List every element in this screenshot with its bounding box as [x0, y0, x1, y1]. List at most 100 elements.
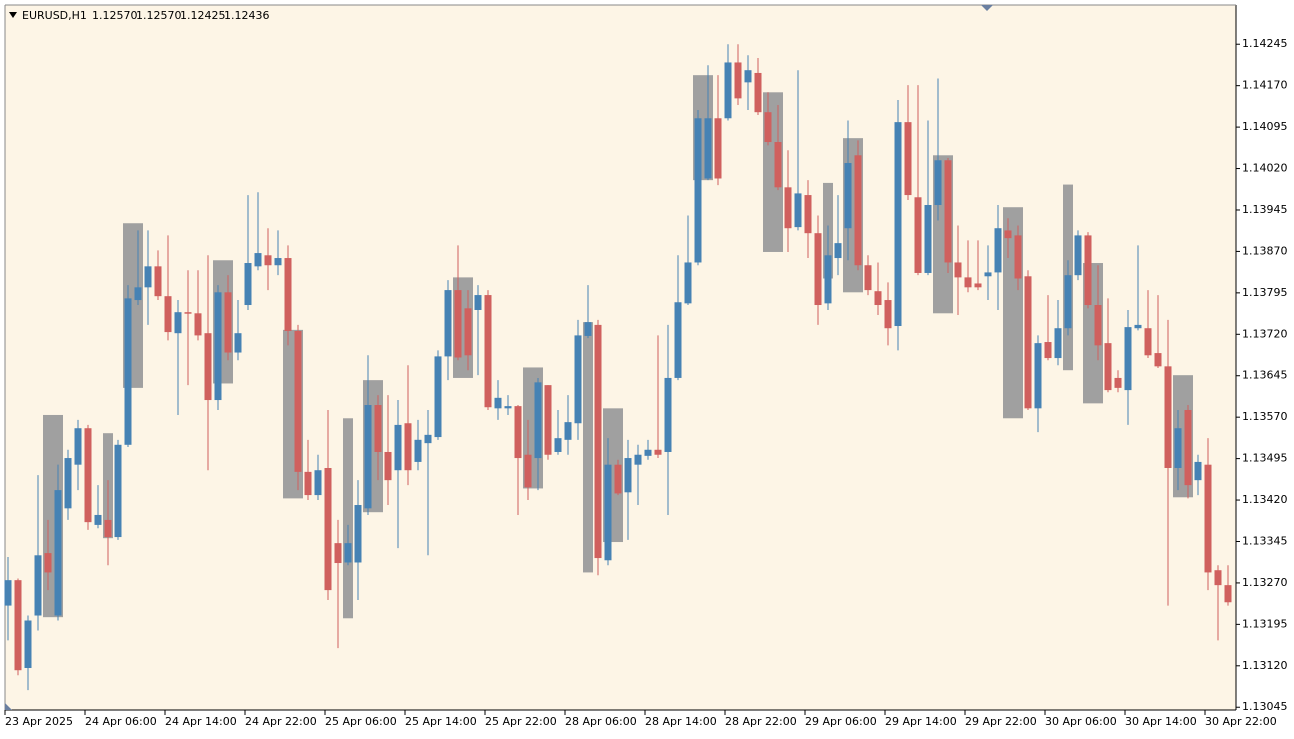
- symbol-label: EURUSD,H1: [22, 9, 87, 22]
- y-tick-label: 1.13195: [1242, 617, 1288, 630]
- candle-body: [634, 454, 642, 465]
- candle-body: [394, 424, 402, 471]
- candle-body: [1184, 409, 1192, 486]
- candle-body: [244, 263, 252, 306]
- x-tick-label: 28 Apr 22:00: [725, 715, 797, 728]
- candle-body: [704, 118, 712, 179]
- candle-body: [1194, 461, 1202, 481]
- candle-body: [894, 122, 902, 327]
- y-tick-label: 1.14095: [1242, 120, 1288, 133]
- y-tick-label: 1.13645: [1242, 369, 1288, 382]
- candle-body: [554, 438, 562, 452]
- candle-body: [604, 464, 612, 561]
- candle-body: [414, 439, 422, 462]
- y-tick-label: 1.13420: [1242, 493, 1288, 506]
- candle-body: [824, 255, 832, 304]
- x-tick-label: 30 Apr 14:00: [1125, 715, 1197, 728]
- candle-body: [464, 308, 472, 356]
- x-tick-label: 28 Apr 14:00: [645, 715, 717, 728]
- candle-body: [754, 72, 762, 113]
- header-value: 1.12425: [180, 9, 226, 22]
- candle-body: [94, 514, 102, 525]
- candle-body: [1044, 342, 1052, 359]
- x-tick-label: 29 Apr 06:00: [805, 715, 877, 728]
- candle-body: [1074, 235, 1082, 276]
- x-tick-label: 30 Apr 06:00: [1045, 715, 1117, 728]
- candle-body: [1064, 275, 1072, 329]
- y-tick-label: 1.13795: [1242, 286, 1288, 299]
- candle-body: [684, 262, 692, 304]
- candle-body: [454, 290, 462, 358]
- candle-body: [614, 464, 622, 494]
- candle-body: [654, 449, 662, 455]
- candle-body: [474, 295, 482, 310]
- candle-body: [1224, 585, 1232, 603]
- candle-body: [714, 118, 722, 179]
- candle-body: [444, 290, 452, 357]
- candle-body: [1004, 230, 1012, 239]
- candle-body: [294, 330, 302, 472]
- candle-body: [984, 272, 992, 277]
- x-tick-label: 24 Apr 14:00: [165, 715, 237, 728]
- x-tick-label: 29 Apr 22:00: [965, 715, 1037, 728]
- candle-body: [374, 405, 382, 452]
- candle-body: [74, 428, 82, 465]
- candle-body: [1104, 343, 1112, 391]
- candle-body: [384, 451, 392, 481]
- candle-body: [44, 553, 52, 573]
- candle-body: [584, 322, 592, 336]
- candle-body: [1164, 366, 1172, 469]
- candle-body: [874, 291, 882, 306]
- candle-body: [954, 262, 962, 278]
- header-value: 1.12436: [224, 9, 270, 22]
- candle-body: [784, 187, 792, 229]
- candle-body: [114, 444, 122, 538]
- candle-body: [734, 62, 742, 99]
- candle-body: [1154, 353, 1162, 367]
- candle-body: [404, 423, 412, 471]
- candle-body: [354, 505, 362, 563]
- candle-body: [1214, 570, 1222, 586]
- candle-body: [214, 292, 222, 401]
- candle-body: [424, 434, 432, 444]
- y-tick-label: 1.14245: [1242, 37, 1288, 50]
- menu-arrow[interactable]: [9, 12, 17, 18]
- candle-body: [134, 287, 142, 301]
- candle-body: [274, 258, 282, 266]
- candle-body: [964, 277, 972, 288]
- candle-body: [184, 312, 192, 314]
- candle-body: [144, 266, 152, 288]
- candle-body: [644, 449, 652, 456]
- candle-body: [904, 122, 912, 196]
- x-tick-label: 23 Apr 2025: [5, 715, 73, 728]
- candle-body: [64, 458, 72, 509]
- candle-body: [54, 490, 62, 616]
- overlay-box: [343, 418, 353, 619]
- candle-body: [624, 458, 632, 493]
- corner-marker: [5, 703, 12, 710]
- candle-body: [834, 243, 842, 259]
- candle-body: [724, 62, 732, 119]
- candle-body: [224, 292, 232, 353]
- candle-body: [344, 543, 352, 563]
- candle-body: [434, 356, 442, 438]
- candle-body: [84, 428, 92, 523]
- candle-body: [304, 471, 312, 496]
- candle-body: [364, 405, 372, 509]
- candle-body: [1174, 428, 1182, 469]
- y-tick-label: 1.13495: [1242, 452, 1288, 465]
- header-value: 1.12570: [136, 9, 182, 22]
- candle-body: [884, 300, 892, 329]
- candle-body: [544, 385, 552, 455]
- candle-body: [234, 333, 242, 353]
- candle-body: [34, 555, 42, 616]
- candle-body: [794, 193, 802, 228]
- y-tick-label: 1.13120: [1242, 659, 1288, 672]
- y-tick-label: 1.13720: [1242, 327, 1288, 340]
- candle-body: [864, 265, 872, 291]
- candle-body: [174, 312, 182, 334]
- candle-body: [1094, 305, 1102, 346]
- candle-body: [774, 142, 782, 188]
- candle-body: [494, 397, 502, 409]
- x-tick-label: 25 Apr 06:00: [325, 715, 397, 728]
